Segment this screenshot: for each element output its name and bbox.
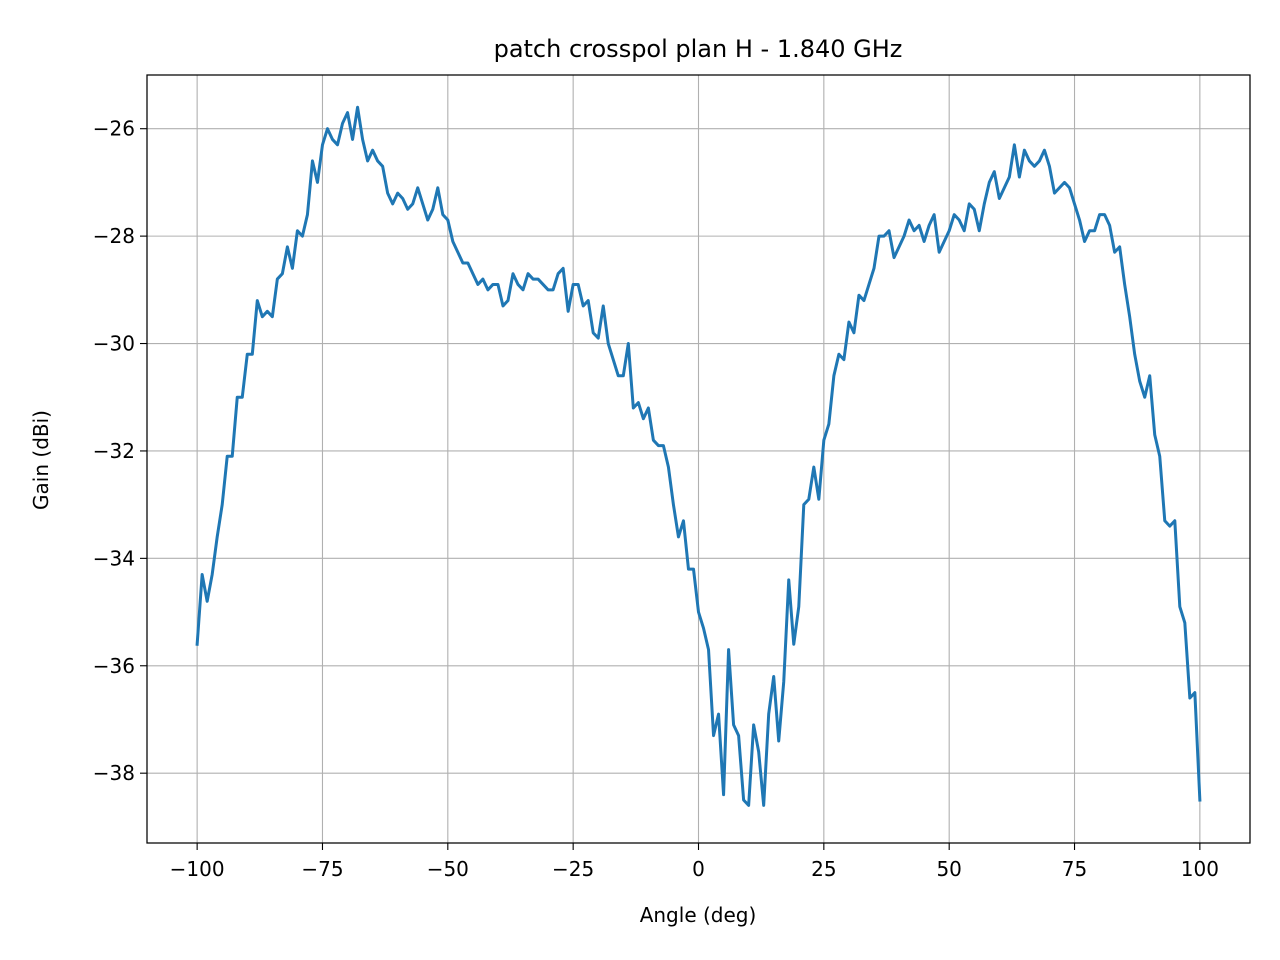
y-tick-label: −28 xyxy=(93,224,135,248)
x-tick-label: 25 xyxy=(811,857,836,881)
x-tick-label: −75 xyxy=(301,857,343,881)
grid xyxy=(147,75,1250,843)
series-line xyxy=(195,105,1202,807)
x-tick-label: 100 xyxy=(1181,857,1219,881)
y-axis: −38 −36 −34 −32 −30 −28 −26 xyxy=(93,117,147,785)
x-axis-label: Angle (deg) xyxy=(640,903,757,927)
y-tick-label: −30 xyxy=(93,332,135,356)
x-tick-label: 0 xyxy=(692,857,705,881)
series-layer xyxy=(195,105,1202,807)
y-tick-label: −26 xyxy=(93,117,135,141)
chart-title: patch crosspol plan H - 1.840 GHz xyxy=(494,35,903,63)
y-tick-label: −36 xyxy=(93,654,135,678)
x-tick-label: 75 xyxy=(1062,857,1087,881)
y-tick-label: −34 xyxy=(93,546,135,570)
x-axis: −100 −75 −50 −25 0 25 50 75 100 xyxy=(170,843,1219,881)
x-tick-label: −50 xyxy=(427,857,469,881)
y-tick-label: −32 xyxy=(93,439,135,463)
y-tick-label: −38 xyxy=(93,761,135,785)
y-axis-label: Gain (dBi) xyxy=(29,410,53,510)
x-tick-label: 50 xyxy=(936,857,961,881)
x-tick-label: −100 xyxy=(170,857,225,881)
x-tick-label: −25 xyxy=(552,857,594,881)
